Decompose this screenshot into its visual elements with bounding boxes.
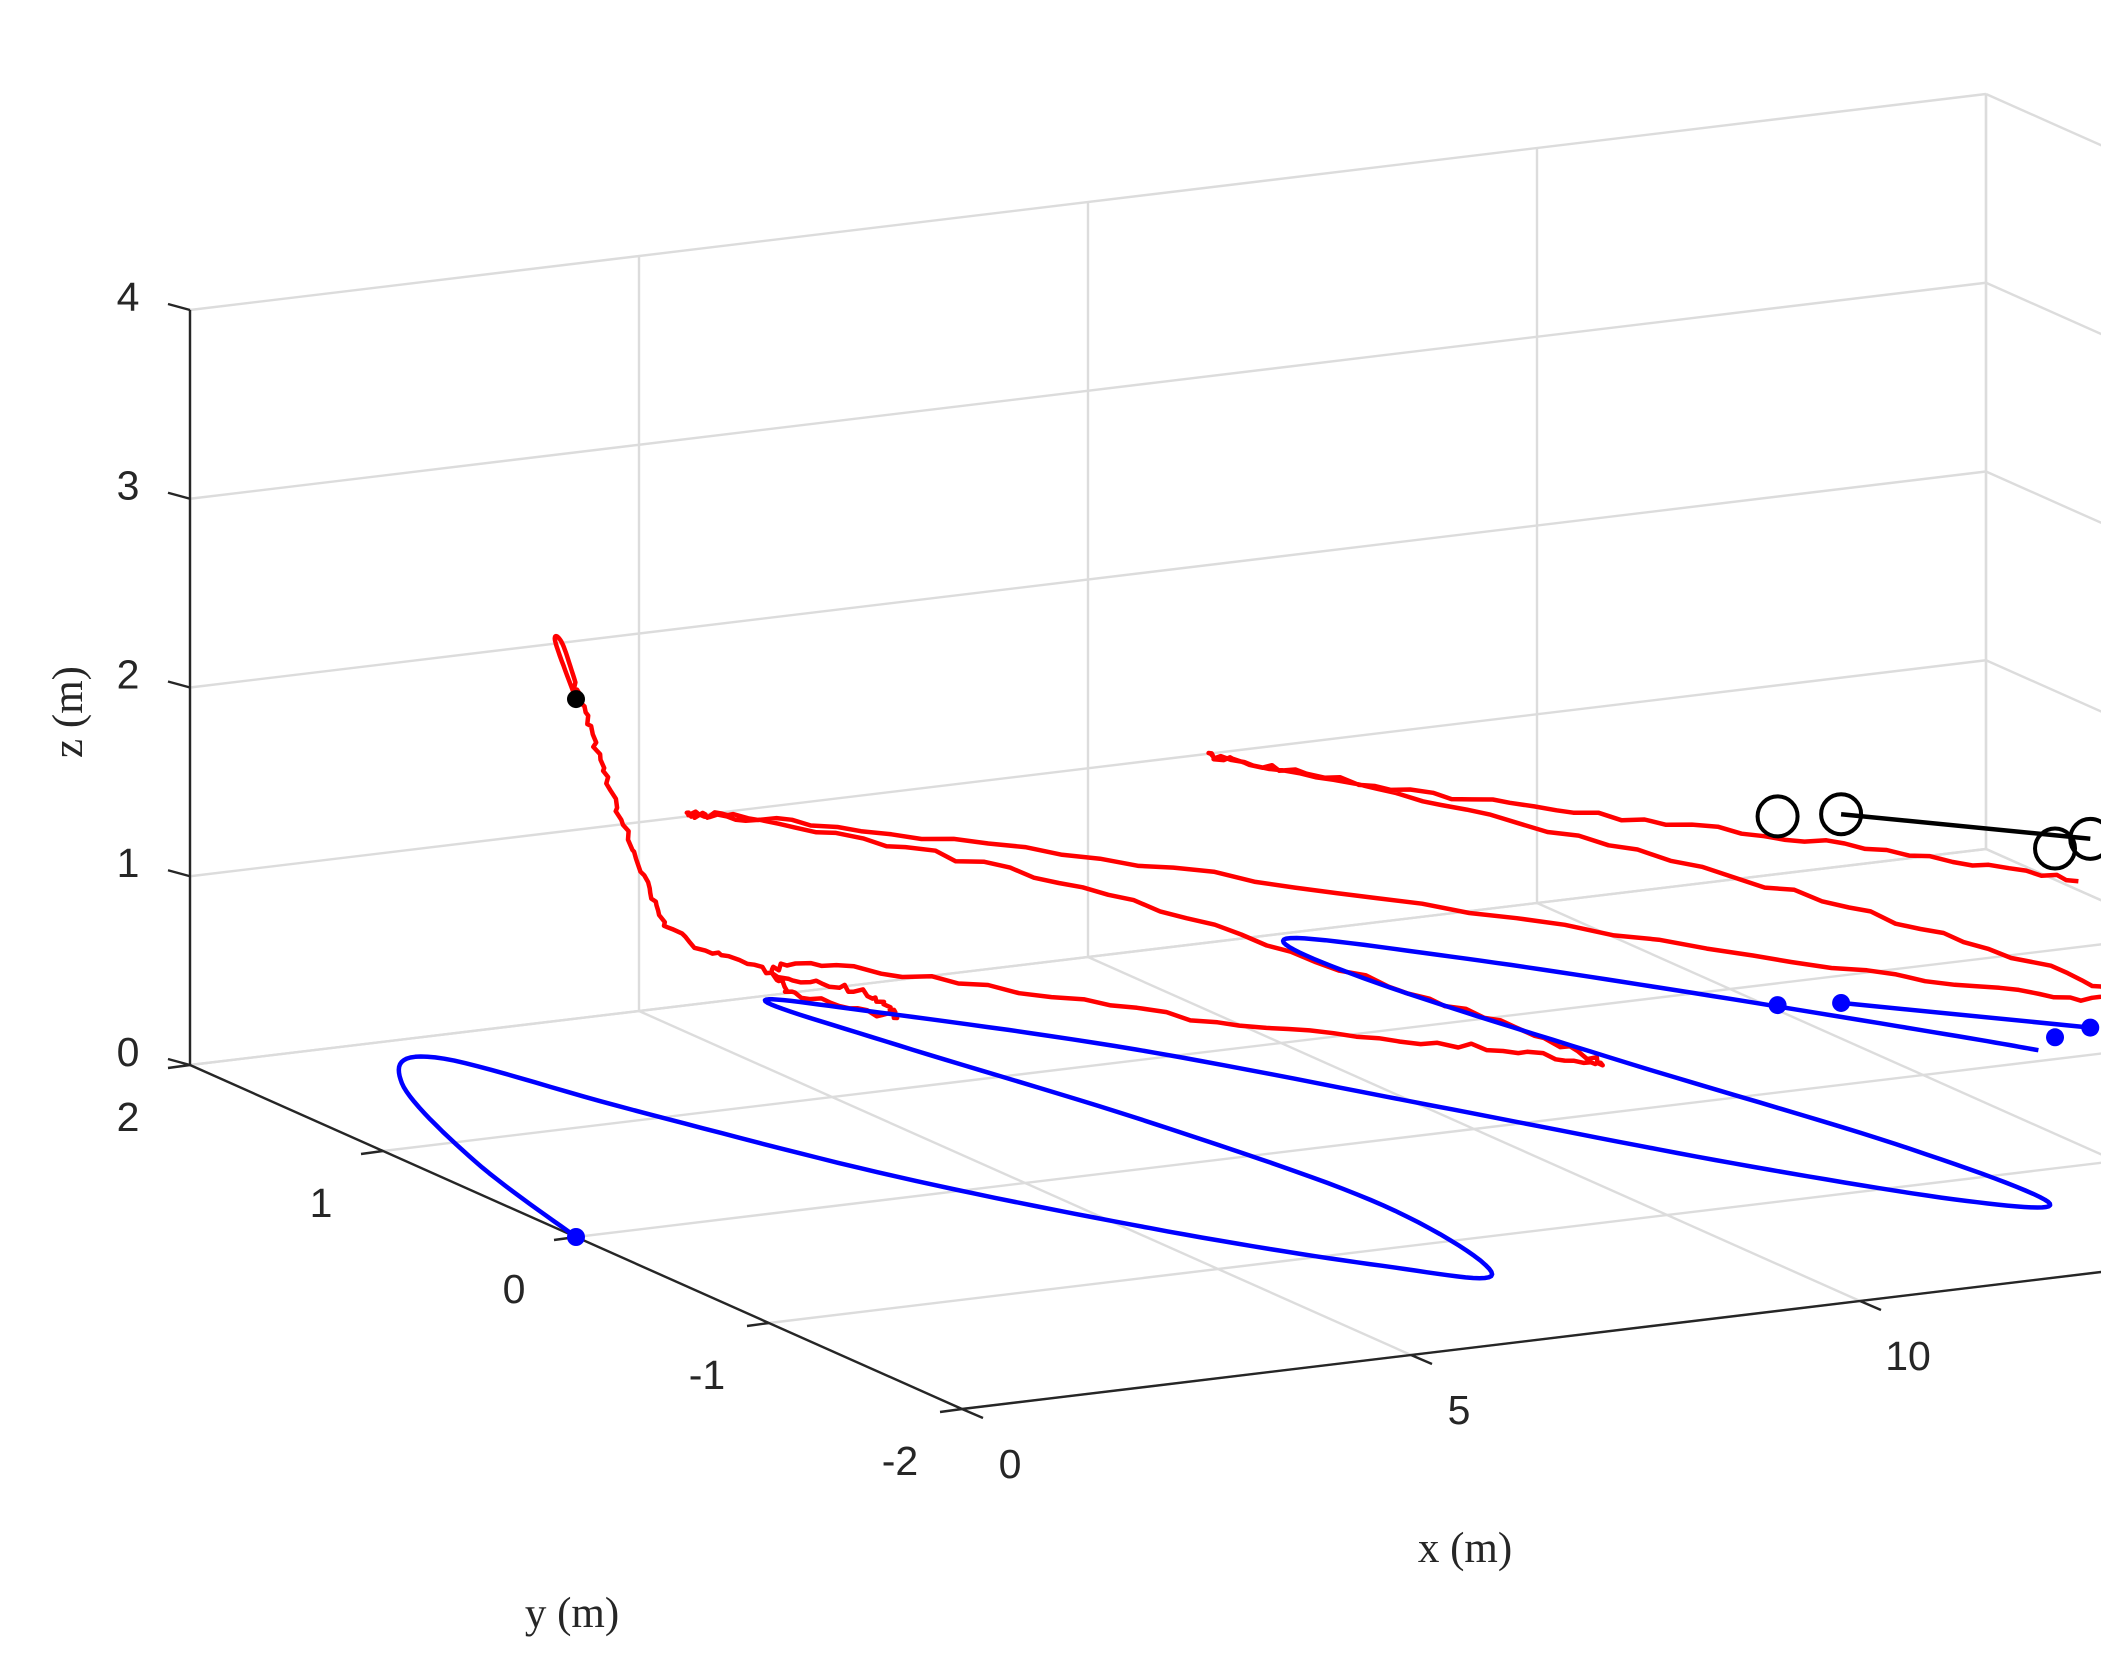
grid-line-side-yz <box>1985 281 2101 336</box>
z-tick-label: 0 <box>117 1029 140 1075</box>
y-tick-label: -2 <box>882 1438 918 1484</box>
grid-line-wall-xz <box>189 847 1987 1067</box>
z-tick-mark <box>167 302 191 312</box>
grid-line-wall-xz <box>189 92 1987 312</box>
grid-line-floor-y <box>768 1161 2101 1325</box>
dot-marker-2 <box>1768 996 1787 1015</box>
circle-marker-7 <box>1819 792 1864 837</box>
y-tick-label: -1 <box>689 1352 725 1398</box>
dot-marker-0 <box>567 690 585 709</box>
grid-line-wall-xz <box>189 281 1987 500</box>
y-tick-mark <box>746 1321 770 1328</box>
grid-layer <box>188 92 2101 1411</box>
z-tick-mark <box>167 1057 191 1067</box>
y-tick-mark <box>360 1149 384 1156</box>
x-tick-mark <box>1859 1299 1882 1312</box>
x-tick-label: 10 <box>1885 1333 1931 1379</box>
grid-line-wall-xz <box>189 470 1987 689</box>
dot-marker-5 <box>2081 1018 2100 1037</box>
grid-line-side-yz <box>1985 92 2101 147</box>
z-tick-label: 4 <box>117 274 140 320</box>
series-line-1 <box>396 935 2053 1281</box>
grid-line-floor-y <box>575 1052 2101 1239</box>
series-layer <box>396 633 2101 1281</box>
grid-line-wall-xz <box>189 659 1987 878</box>
z-axis-title: z (m) <box>45 666 92 758</box>
series-line-2 <box>1840 1000 2091 1030</box>
x-tick-mark <box>1410 1353 1433 1366</box>
grid-line-side-yz <box>1985 470 2101 525</box>
dot-marker-3 <box>1832 993 1851 1012</box>
circle-marker-9 <box>2068 816 2101 861</box>
y-axis-title: y (m) <box>525 1590 619 1637</box>
z-tick-mark <box>167 680 191 689</box>
series-line-3 <box>1840 811 2091 842</box>
z-tick-label: 2 <box>117 651 140 697</box>
x-tick-label: 0 <box>999 1441 1022 1487</box>
circle-marker-6 <box>1755 794 1800 839</box>
z-tick-mark <box>167 491 191 500</box>
y-tick-label: 1 <box>310 1180 333 1226</box>
z-tick-label: 3 <box>117 463 140 509</box>
marker-layer <box>567 690 2101 1246</box>
dot-marker-4 <box>2046 1028 2065 1047</box>
x-axis-title: x (m) <box>1418 1525 1512 1572</box>
y-tick-mark <box>939 1407 963 1414</box>
x-tick-mark <box>961 1407 984 1420</box>
dot-marker-1 <box>567 1228 585 1246</box>
y-tick-label: 0 <box>503 1266 526 1312</box>
x-tick-label: 5 <box>1448 1387 1471 1433</box>
y-tick-mark <box>167 1063 191 1070</box>
y-tick-label: 2 <box>117 1094 140 1140</box>
z-tick-mark <box>167 869 191 878</box>
z-tick-label: 1 <box>117 840 140 886</box>
label-layer: x (m) y (m) z (m) <box>45 666 1512 1637</box>
